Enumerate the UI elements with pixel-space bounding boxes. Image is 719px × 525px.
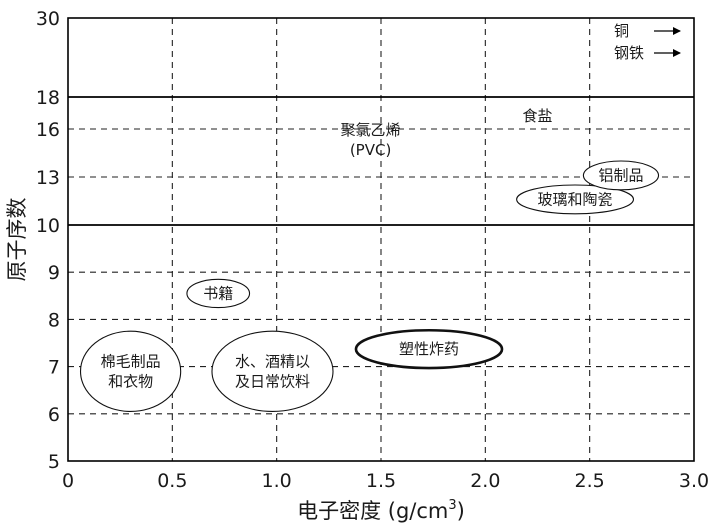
- region-ellipse: [79, 330, 182, 412]
- y-tick-label: 16: [36, 119, 60, 141]
- grid-lines: [68, 18, 694, 461]
- x-axis-title: 电子密度 (g/cm3): [297, 498, 465, 523]
- y-tick-label: 8: [48, 309, 60, 331]
- region-label: 及日常饮料: [235, 372, 310, 390]
- region-label: 书籍: [203, 284, 233, 302]
- y-axis-title: 原子序数: [5, 198, 29, 282]
- y-tick-label: 13: [36, 167, 60, 189]
- x-tick-label: 0.5: [157, 470, 187, 492]
- tick-labels: 0 0.5 1.0 1.5 2.0 2.5 3.0 5 6 7 8 9 10 13 16 18 30: [36, 8, 709, 492]
- offscale-label: 铜: [614, 22, 629, 40]
- reference-lines: [68, 96, 694, 226]
- region-ellipse: [211, 330, 334, 412]
- x-axis-title-close: ): [457, 499, 465, 523]
- region-label: (PVC): [350, 141, 391, 159]
- plot-frame: [67, 17, 695, 462]
- region-label: 聚氯乙烯: [341, 121, 401, 139]
- region-label: 和衣物: [108, 372, 153, 390]
- region-label: 水、酒精以: [235, 352, 310, 370]
- x-axis-title-superscript: 3: [448, 498, 456, 513]
- region-label: 塑性炸药: [399, 340, 459, 358]
- region-label: 玻璃和陶瓷: [538, 190, 613, 208]
- region-label: 铝制品: [598, 166, 643, 184]
- y-tick-label: 18: [36, 87, 60, 109]
- y-tick-label: 6: [48, 404, 60, 426]
- region-ellipse: [186, 278, 251, 309]
- region-ellipse: [354, 328, 504, 370]
- y-tick-label: 7: [48, 357, 60, 379]
- x-tick-label: 2.0: [470, 470, 500, 492]
- x-tick-label: 3.0: [679, 470, 709, 492]
- region-ellipse: [582, 160, 660, 191]
- y-tick-label: 5: [48, 451, 60, 473]
- y-tick-label: 10: [36, 215, 60, 237]
- arrow-right-icon: [673, 27, 681, 35]
- region-label: 棉毛制品: [101, 352, 161, 370]
- y-tick-label: 9: [48, 262, 60, 284]
- x-tick-label: 1.5: [366, 470, 396, 492]
- offscale-label: 钢铁: [614, 44, 644, 62]
- region-ellipse: [516, 184, 635, 215]
- x-tick-label: 2.5: [575, 470, 605, 492]
- x-tick-label: 0: [62, 470, 74, 492]
- x-tick-label: 1.0: [262, 470, 292, 492]
- offscale-items: 铜钢铁: [614, 22, 681, 62]
- y-tick-label: 30: [36, 8, 60, 30]
- region-label: 食盐: [522, 107, 552, 125]
- arrow-right-icon: [673, 49, 681, 57]
- x-axis-title-text: 电子密度 (g/cm: [297, 499, 448, 523]
